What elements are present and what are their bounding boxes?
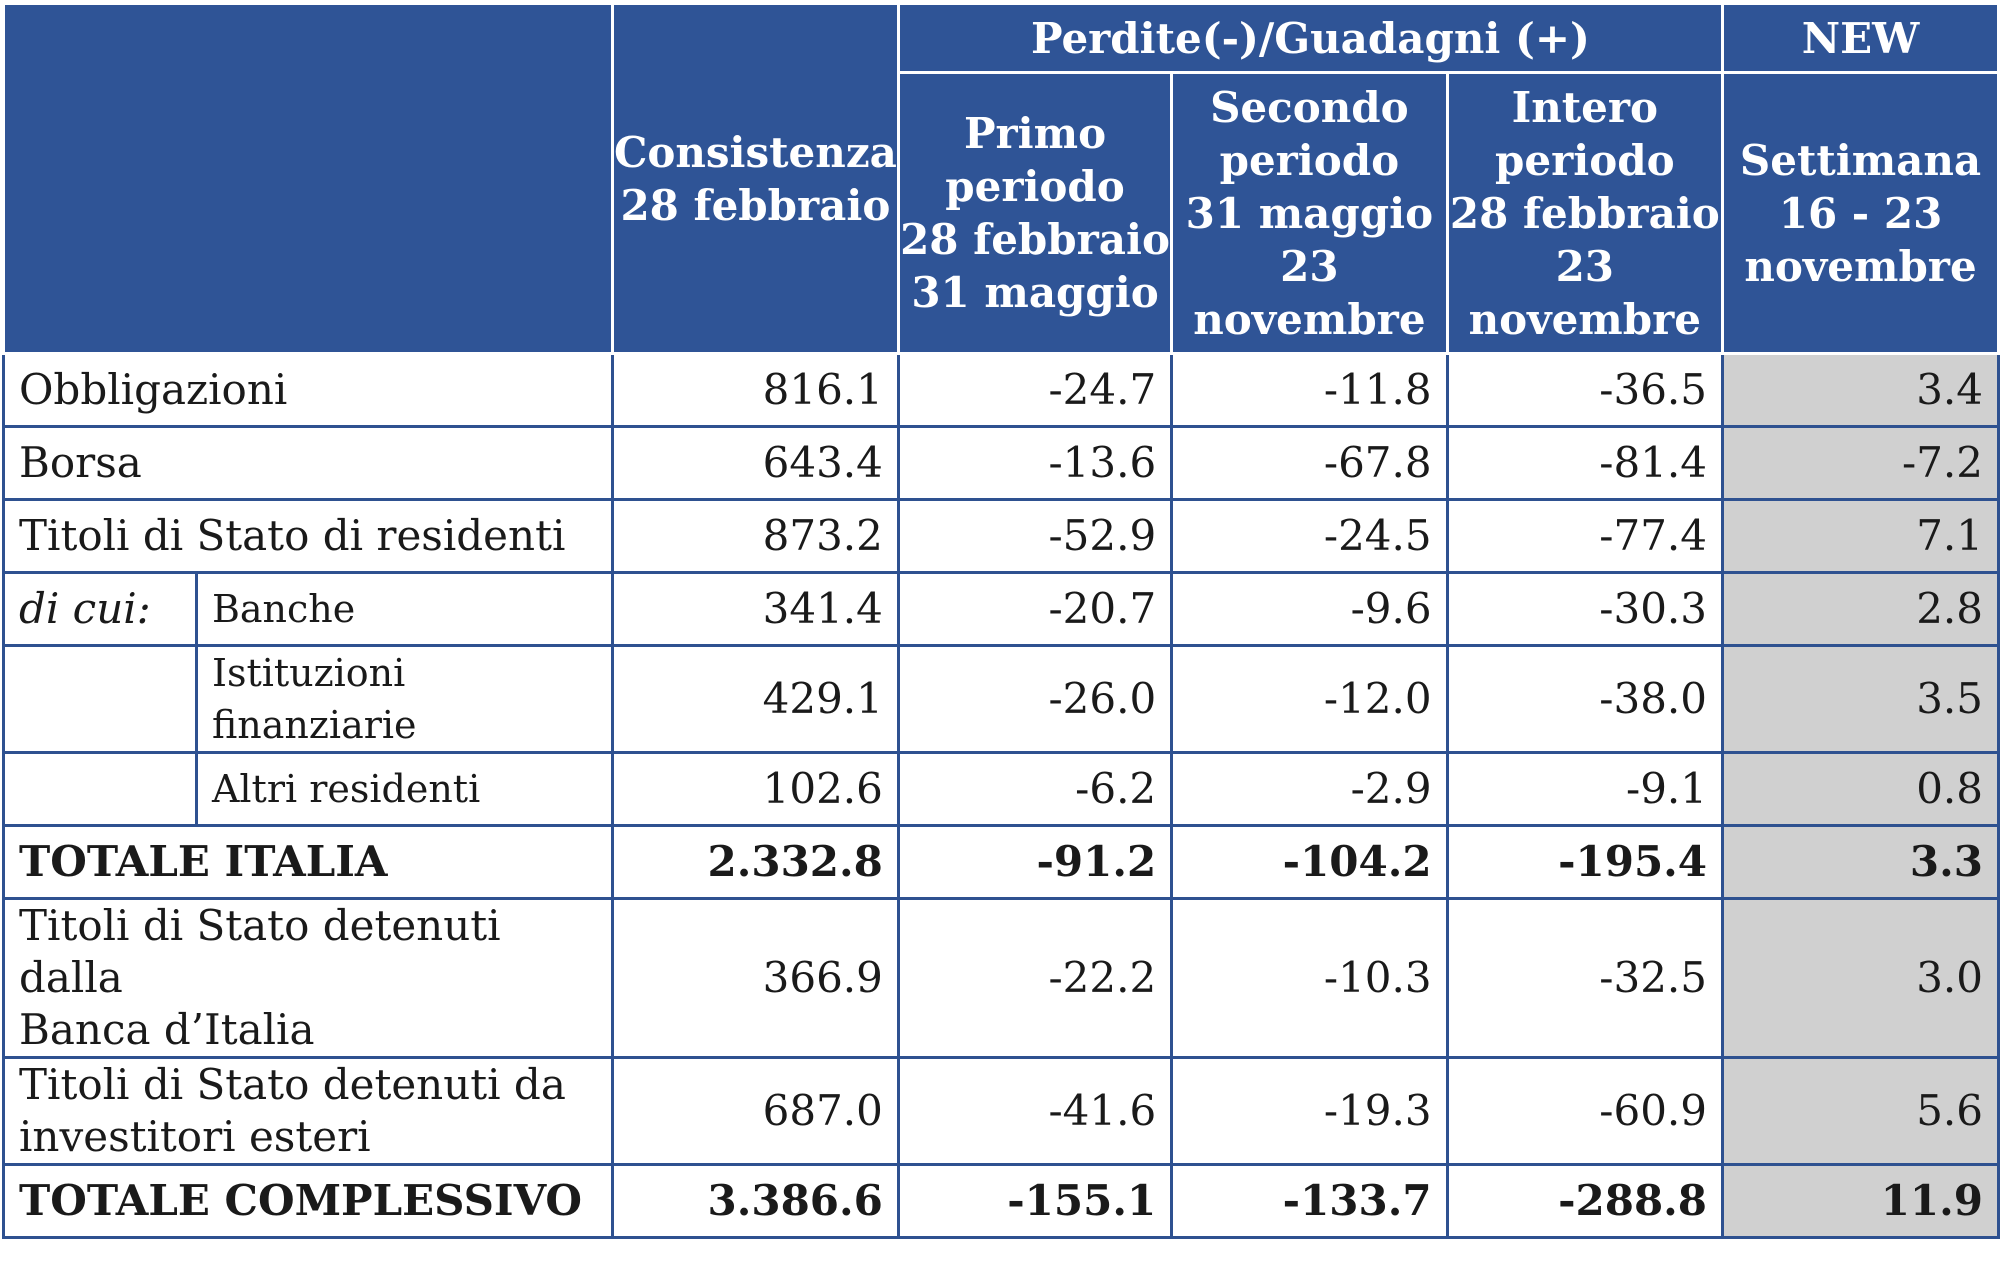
- cell-settimana: 7.1: [1721, 498, 2000, 574]
- row-label: Obbligazioni: [2, 352, 614, 428]
- cell-intero: -30.3: [1445, 571, 1725, 647]
- cell-settimana: 0.8: [1721, 751, 2000, 827]
- cell-intero: -288.8: [1445, 1163, 1725, 1239]
- empty-cell: [2, 644, 198, 754]
- cell-settimana: 3.0: [1721, 897, 2000, 1059]
- cell-intero: -195.4: [1445, 824, 1725, 900]
- cell-settimana: 3.3: [1721, 824, 2000, 900]
- cell-settimana: 3.5: [1721, 644, 2000, 754]
- cell-secondo: -2.9: [1170, 751, 1449, 827]
- cell-consistenza: 873.2: [610, 498, 900, 574]
- table-row: Altri residenti 102.6 -6.2 -2.9 -9.1 0.8: [2, 751, 2000, 827]
- cell-intero: -32.5: [1445, 897, 1725, 1059]
- data-table: Consistenza 28 febbraio Perdite(-)/Guada…: [2, 2, 2000, 1239]
- subrow-label: Banche: [194, 571, 614, 647]
- header-consistenza: Consistenza 28 febbraio: [610, 2, 900, 355]
- cell-settimana: -7.2: [1721, 425, 2000, 501]
- cell-secondo: -19.3: [1170, 1056, 1449, 1166]
- subrow-label: Istituzioni finanziarie: [194, 644, 614, 754]
- header-secondo-periodo: Secondo periodo 31 maggio 23 novembre: [1170, 71, 1449, 355]
- table-row: Borsa 643.4 -13.6 -67.8 -81.4 -7.2: [2, 425, 2000, 501]
- cell-secondo: -104.2: [1170, 824, 1449, 900]
- cell-secondo: -24.5: [1170, 498, 1449, 574]
- cell-consistenza: 687.0: [610, 1056, 900, 1166]
- cell-secondo: -133.7: [1170, 1163, 1449, 1239]
- header-group-new: NEW: [1721, 2, 2000, 74]
- cell-primo: -26.0: [896, 644, 1174, 754]
- header-primo-periodo: Primo periodo 28 febbraio 31 maggio: [896, 71, 1174, 355]
- table-row: Titoli di Stato di residenti 873.2 -52.9…: [2, 498, 2000, 574]
- cell-consistenza: 102.6: [610, 751, 900, 827]
- row-label: TOTALE ITALIA: [2, 824, 614, 900]
- cell-settimana: 5.6: [1721, 1056, 2000, 1166]
- table-row: Istituzioni finanziarie 429.1 -26.0 -12.…: [2, 644, 2000, 754]
- cell-primo: -22.2: [896, 897, 1174, 1059]
- cell-consistenza: 816.1: [610, 352, 900, 428]
- row-label: Titoli di Stato detenuti da investitori …: [2, 1056, 614, 1166]
- di-cui-label: di cui:: [2, 571, 198, 647]
- cell-primo: -91.2: [896, 824, 1174, 900]
- cell-settimana: 2.8: [1721, 571, 2000, 647]
- row-label: Titoli di Stato detenuti dalla Banca d’I…: [2, 897, 614, 1059]
- cell-consistenza: 366.9: [610, 897, 900, 1059]
- cell-intero: -38.0: [1445, 644, 1725, 754]
- cell-intero: -60.9: [1445, 1056, 1725, 1166]
- row-label: TOTALE COMPLESSIVO: [2, 1163, 614, 1239]
- cell-consistenza: 2.332.8: [610, 824, 900, 900]
- row-label: Borsa: [2, 425, 614, 501]
- table-row: Titoli di Stato detenuti da investitori …: [2, 1056, 2000, 1166]
- totale-complessivo-row: TOTALE COMPLESSIVO 3.386.6 -155.1 -133.7…: [2, 1163, 2000, 1239]
- cell-consistenza: 341.4: [610, 571, 900, 647]
- cell-primo: -20.7: [896, 571, 1174, 647]
- cell-secondo: -67.8: [1170, 425, 1449, 501]
- header-settimana: Settimana 16 - 23 novembre: [1721, 71, 2000, 355]
- cell-intero: -77.4: [1445, 498, 1725, 574]
- cell-intero: -36.5: [1445, 352, 1725, 428]
- table-row: di cui: Banche 341.4 -20.7 -9.6 -30.3 2.…: [2, 571, 2000, 647]
- row-label: Titoli di Stato di residenti: [2, 498, 614, 574]
- cell-consistenza: 643.4: [610, 425, 900, 501]
- cell-intero: -9.1: [1445, 751, 1725, 827]
- table-row: Obbligazioni 816.1 -24.7 -11.8 -36.5 3.4: [2, 352, 2000, 428]
- cell-secondo: -10.3: [1170, 897, 1449, 1059]
- header-intero-periodo: Intero periodo 28 febbraio 23 novembre: [1445, 71, 1725, 355]
- table-row: Titoli di Stato detenuti dalla Banca d’I…: [2, 897, 2000, 1059]
- totale-italia-row: TOTALE ITALIA 2.332.8 -91.2 -104.2 -195.…: [2, 824, 2000, 900]
- cell-secondo: -11.8: [1170, 352, 1449, 428]
- cell-primo: -6.2: [896, 751, 1174, 827]
- cell-intero: -81.4: [1445, 425, 1725, 501]
- cell-primo: -24.7: [896, 352, 1174, 428]
- header-empty-cell: [2, 2, 614, 355]
- empty-cell: [2, 751, 198, 827]
- cell-primo: -155.1: [896, 1163, 1174, 1239]
- cell-consistenza: 429.1: [610, 644, 900, 754]
- cell-settimana: 11.9: [1721, 1163, 2000, 1239]
- cell-secondo: -12.0: [1170, 644, 1449, 754]
- cell-consistenza: 3.386.6: [610, 1163, 900, 1239]
- cell-primo: -41.6: [896, 1056, 1174, 1166]
- cell-primo: -13.6: [896, 425, 1174, 501]
- cell-secondo: -9.6: [1170, 571, 1449, 647]
- cell-primo: -52.9: [896, 498, 1174, 574]
- cell-settimana: 3.4: [1721, 352, 2000, 428]
- header-group-perdite-guadagni: Perdite(-)/Guadagni (+): [896, 2, 1725, 74]
- subrow-label: Altri residenti: [194, 751, 614, 827]
